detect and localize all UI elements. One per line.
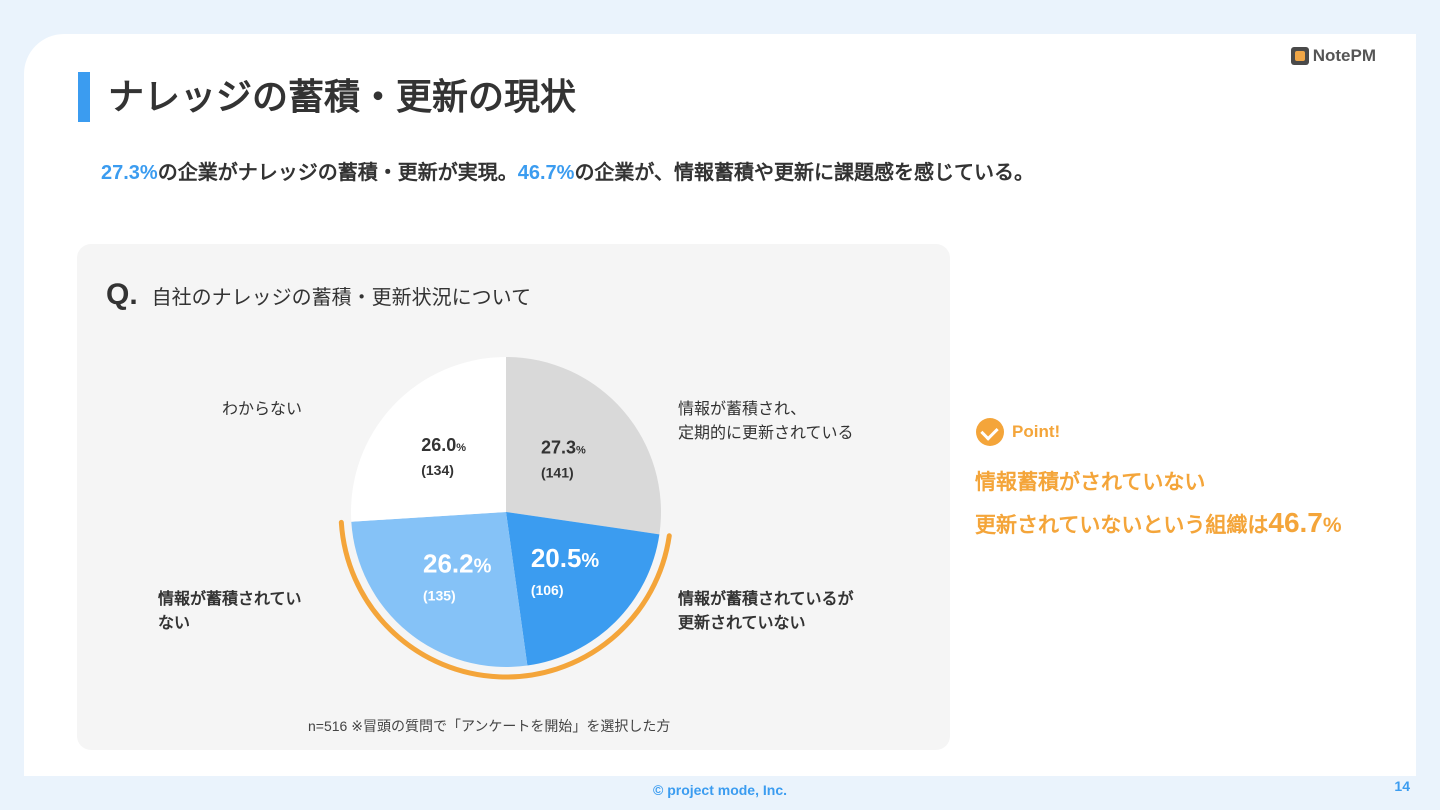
subtitle-highlight-1: 27.3%: [101, 162, 158, 184]
slice-percent-unit-3: %: [456, 442, 466, 454]
subtitle-text-1: の企業がナレッジの蓄積・更新が実現。: [157, 162, 518, 184]
slice-percent-0: 27.3%: [541, 437, 586, 457]
label-accumulated-line2: 定期的に更新されている: [678, 425, 854, 442]
slice-percent-1: 20.5%: [531, 543, 600, 573]
label-accumulated-updated: 情報が蓄積され、 定期的に更新されている: [678, 398, 854, 446]
title-accent-bar: [78, 72, 90, 122]
point-line-2-value: 46.7: [1268, 507, 1323, 538]
point-line-2-unit: %: [1322, 514, 1342, 537]
slice-percent-2: 26.2%: [423, 548, 492, 578]
slice-percent-unit-0: %: [576, 444, 586, 456]
slice-count-1: (106): [531, 582, 564, 598]
notepm-logo-icon: [1290, 47, 1309, 65]
question-mark: Q.: [106, 278, 138, 311]
point-badge-label: Point!: [1012, 422, 1061, 441]
pie-slice-1: [506, 512, 660, 666]
label-not-accumulated: 情報が蓄積されてい ない: [158, 588, 302, 636]
page-title: ナレッジの蓄積・更新の現状: [108, 76, 577, 117]
label-not-updated: 情報が蓄積されているが 更新されていない: [678, 588, 854, 636]
pie-chart: 27.3% (141) 20.5% (106) 26.2% (135) 26.0% (134): [338, 357, 672, 680]
label-not-accumulated-line2: ない: [158, 615, 191, 632]
label-not-updated-line1: 情報が蓄積されているが: [678, 591, 854, 608]
question: Q. 自社のナレッジの蓄積・更新状況について: [106, 278, 531, 312]
pie-slice-0: [506, 357, 661, 535]
checkmark-icon: [976, 418, 1004, 446]
logo-text: NotePM: [1312, 46, 1376, 65]
point-badge: Point!: [976, 418, 1060, 446]
slice-percent-unit-2: %: [474, 555, 492, 577]
label-not-updated-line2: 更新されていない: [678, 615, 806, 632]
page-number: 14: [1394, 778, 1410, 794]
slice-count-0: (141): [541, 464, 574, 480]
notepm-logo: NotePM: [1290, 46, 1376, 66]
label-accumulated-line1: 情報が蓄積され、: [678, 401, 807, 418]
label-unknown: わからない: [222, 401, 303, 418]
page-subtitle: 27.3%の企業がナレッジの蓄積・更新が実現。46.7%の企業が、情報蓄積や更新…: [101, 156, 1034, 185]
slice-percent-3: 26.0%: [421, 435, 466, 455]
point-line-2-text: 更新されていないという組織は: [975, 514, 1269, 537]
slice-count-3: (134): [421, 462, 454, 478]
point-line-1: 情報蓄積がされていない: [975, 471, 1206, 494]
pie-slice-2: [351, 512, 528, 667]
highlight-arc: [338, 519, 672, 680]
question-text: 自社のナレッジの蓄積・更新状況について: [151, 287, 532, 309]
sample-note: n=516 ※冒頭の質問で「アンケートを開始」を選択した方: [308, 718, 671, 734]
subtitle-text-2: の企業が、情報蓄積や更新に課題感を感じている。: [574, 162, 1035, 184]
copyright: © project mode, Inc.: [652, 782, 787, 798]
pie-slice-3: [351, 357, 506, 522]
subtitle-highlight-2: 46.7%: [517, 162, 575, 184]
point-line-2: 更新されていないという組織は46.7%: [975, 507, 1342, 539]
slice-percent-unit-1: %: [581, 550, 599, 572]
label-not-accumulated-line1: 情報が蓄積されてい: [158, 591, 302, 608]
slice-count-2: (135): [423, 587, 456, 603]
